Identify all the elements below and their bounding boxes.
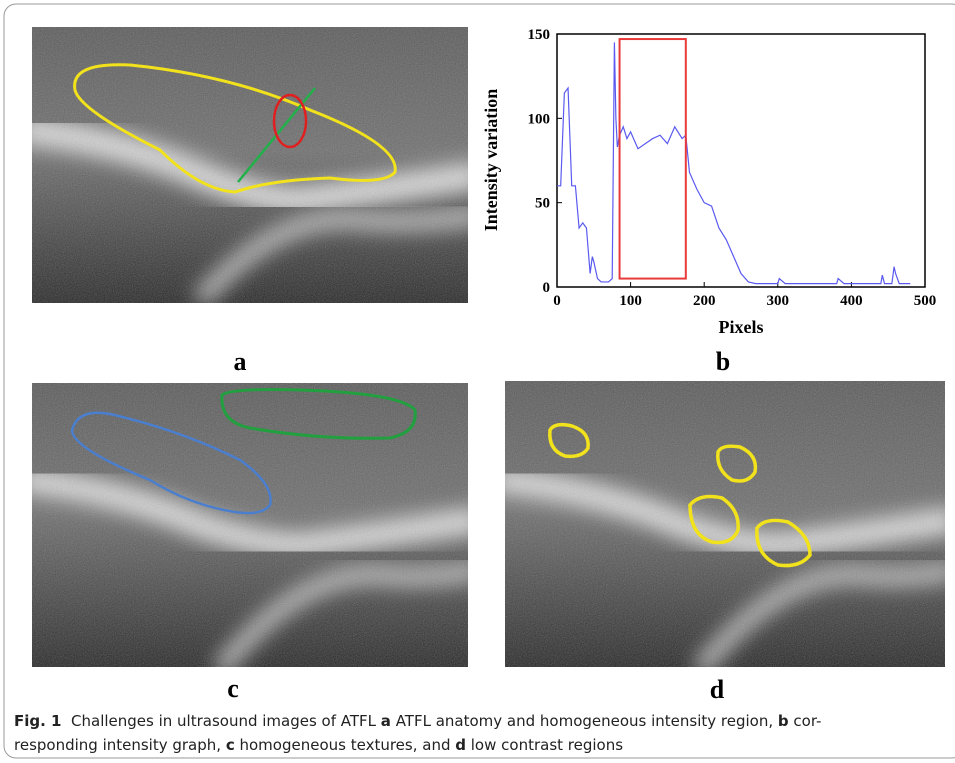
intensity-chart: Pixels Intensity variation 0 100 200 300 400… [481,27,936,337]
region-outline [220,388,417,440]
x-tick-label: 500 [914,293,937,309]
x-tick-label: 100 [619,293,642,309]
y-tick-label: 50 [535,196,550,212]
highlight-region [618,38,687,280]
y-tick-label: 150 [528,27,551,43]
panel-label: c [227,674,239,703]
caption-text: b [778,712,789,730]
panel-label: a [234,347,247,376]
region-outline [70,411,272,515]
caption-text: homogeneous textures, and [235,736,456,754]
x-tick-label: 400 [840,293,863,309]
highlight-ellipse [272,93,308,149]
y-axis-label: Intensity variation [481,89,501,232]
region-outline [73,63,397,194]
caption-text: Challenges in ultrasound images of ATFL [61,712,380,730]
caption-text: cor- [789,712,822,730]
x-tick-label: 0 [553,293,561,309]
caption-text: d [455,736,466,754]
panel-label: b [716,347,730,376]
caption-line: responding intensity graph, c homogeneou… [14,736,623,754]
x-axis-label: Pixels [719,317,764,337]
caption-text: low contrast regions [466,736,623,754]
plot-frame [556,33,926,288]
panel-label: d [710,675,725,704]
y-tick-label: 100 [528,111,551,127]
ultrasound-image-c [32,383,468,667]
x-tick-label: 200 [693,293,716,309]
low-contrast-markers [548,422,812,568]
caption-text: ATFL anatomy and homogeneous intensity r… [391,712,778,730]
data-line [557,42,911,285]
caption-text: a [381,712,391,730]
y-tick-label: 0 [543,280,551,296]
caption-line: Fig. 1 Challenges in ultrasound images o… [14,712,821,730]
caption-text: Fig. 1 [14,712,61,730]
caption-text: c [226,736,235,754]
figure-frame [3,3,955,759]
x-tick-label: 300 [767,293,790,309]
caption-text: responding intensity graph, [14,736,226,754]
